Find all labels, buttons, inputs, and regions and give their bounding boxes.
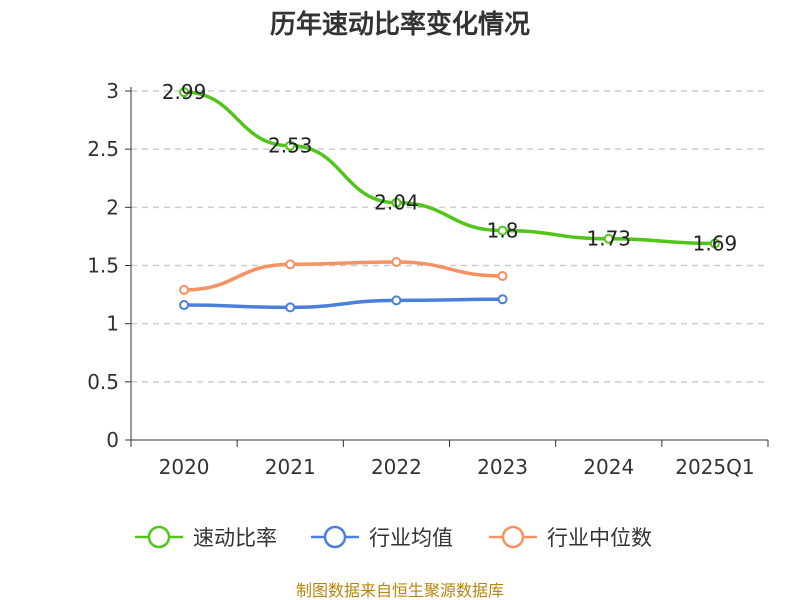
series-lines [179, 87, 720, 313]
data-point [391, 295, 402, 306]
legend-label: 行业均值 [369, 526, 453, 550]
data-point [285, 302, 296, 313]
data-point [285, 259, 296, 270]
data-point [179, 87, 190, 98]
data-point [709, 238, 720, 249]
legend-label: 速动比率 [193, 526, 277, 550]
chart-title: 历年速动比率变化情况 [270, 9, 530, 40]
source-note: 制图数据来自恒生聚源数据库 [296, 581, 504, 600]
data-point [179, 284, 190, 295]
legend-swatch-marker [147, 525, 171, 549]
data-point [603, 233, 614, 244]
x-tick-label: 2023 [477, 455, 528, 479]
data-point [391, 197, 402, 208]
data-label: 2.99 [162, 80, 207, 104]
data-point [497, 270, 508, 281]
series-line-1 [184, 297, 503, 310]
data-label: 1.8 [487, 219, 519, 243]
y-tick-label: 3 [106, 79, 119, 103]
data-label: 1.73 [586, 227, 631, 251]
data-point [497, 225, 508, 236]
grid [131, 90, 768, 383]
y-tick-label: 0.5 [87, 370, 119, 394]
legend-item-0[interactable]: 速动比率 [135, 525, 277, 550]
data-label: 1.69 [693, 231, 738, 255]
legend: 速动比率 行业均值 行业中位数 [135, 525, 652, 550]
data-labels: 2.99 2.53 2.04 1.8 1.73 1.69 [162, 80, 737, 255]
legend-item-1[interactable]: 行业均值 [311, 525, 453, 550]
data-point [391, 257, 402, 268]
data-point [285, 140, 296, 151]
y-tick-label: 0 [106, 428, 119, 452]
data-label: 2.04 [374, 191, 419, 215]
x-tick-label: 2022 [371, 455, 422, 479]
series-line-0 [184, 90, 715, 246]
data-point [179, 300, 190, 311]
legend-item-2[interactable]: 行业中位数 [489, 525, 652, 550]
legend-label: 行业中位数 [547, 526, 652, 550]
series-line-2 [184, 260, 503, 292]
y-tick-label: 1.5 [87, 254, 119, 278]
y-tick-label: 1 [106, 312, 119, 336]
x-tick-label: 2025Q1 [675, 455, 754, 479]
x-tick-label: 2024 [583, 455, 634, 479]
data-point [497, 294, 508, 305]
y-tick-label: 2.5 [87, 137, 119, 161]
y-tick-label: 2 [106, 195, 119, 219]
legend-swatch-marker [501, 525, 525, 549]
x-tick-label: 2021 [265, 455, 316, 479]
x-tick-label: 2020 [159, 455, 210, 479]
data-label: 2.53 [268, 134, 313, 158]
legend-swatch-marker [323, 525, 347, 549]
